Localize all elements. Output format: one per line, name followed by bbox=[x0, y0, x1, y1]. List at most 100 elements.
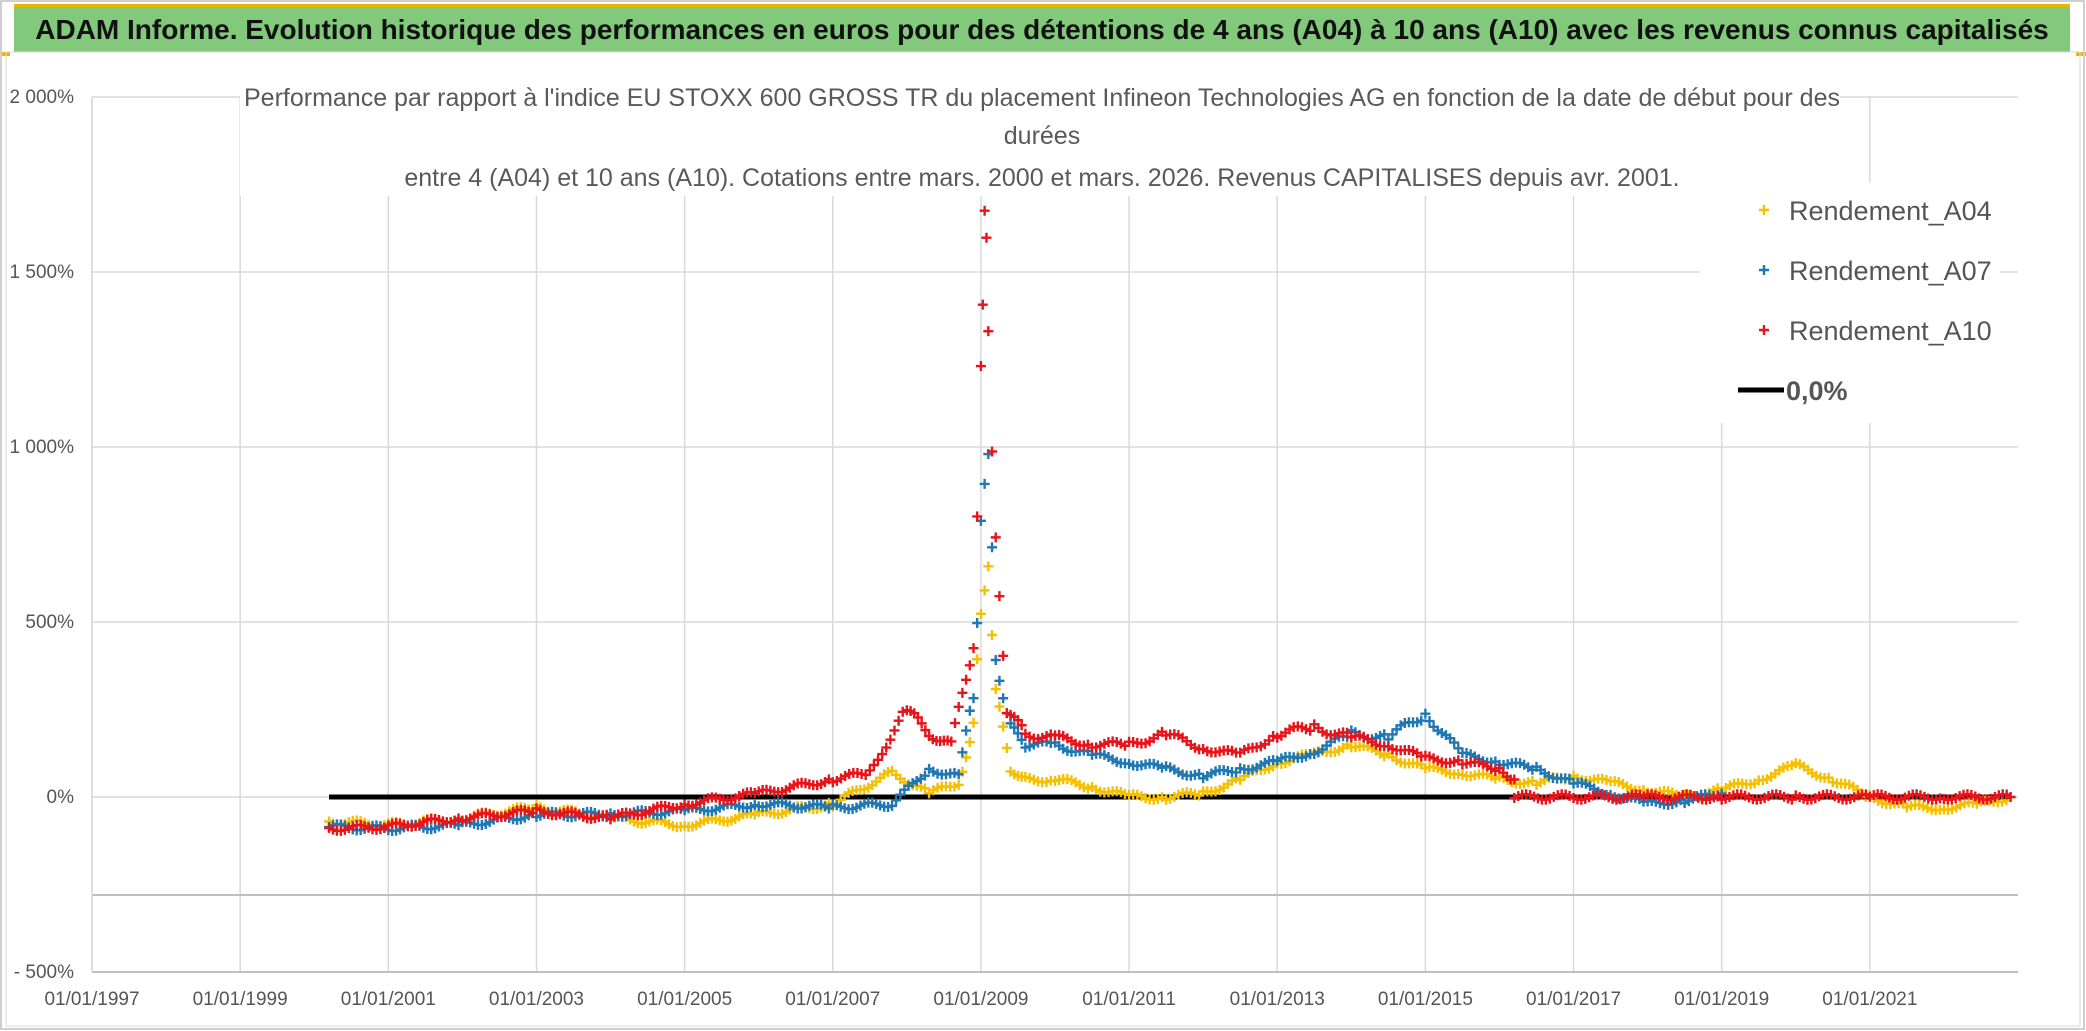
data-point bbox=[949, 718, 960, 729]
y-tick-label: - 500% bbox=[14, 962, 74, 983]
data-point bbox=[968, 643, 979, 654]
data-point bbox=[961, 725, 972, 736]
data-point bbox=[975, 361, 986, 372]
legend-background bbox=[1700, 183, 2000, 423]
data-point bbox=[998, 721, 1009, 732]
chart-title-line: durées bbox=[1004, 122, 1080, 150]
data-point bbox=[1001, 742, 1012, 753]
data-point bbox=[1009, 722, 1020, 733]
data-point bbox=[889, 725, 900, 736]
data-point bbox=[881, 742, 892, 753]
legend-marker bbox=[1759, 265, 1769, 275]
data-point bbox=[868, 760, 879, 771]
data-point bbox=[1449, 737, 1460, 748]
data-point bbox=[990, 532, 1001, 543]
data-point bbox=[990, 684, 1001, 695]
legend-label: 0,0% bbox=[1786, 376, 1848, 406]
data-point bbox=[961, 752, 972, 763]
data-point bbox=[1012, 715, 1023, 726]
x-tick-label: 01/01/2001 bbox=[341, 989, 436, 1010]
x-tick-label: 01/01/2011 bbox=[1082, 989, 1176, 1010]
data-point bbox=[979, 585, 990, 596]
x-tick-label: 01/01/2007 bbox=[785, 989, 880, 1010]
series-rendement-a10 bbox=[1509, 789, 2016, 805]
banner: ADAM Informe. Evolution historique des p… bbox=[14, 4, 2070, 52]
data-point bbox=[1016, 734, 1027, 745]
data-point bbox=[987, 542, 998, 553]
data-point bbox=[983, 561, 994, 572]
x-tick-label: 01/01/2017 bbox=[1526, 989, 1621, 1010]
data-point bbox=[964, 705, 975, 716]
x-tick-label: 01/01/1999 bbox=[193, 989, 288, 1010]
data-point bbox=[972, 511, 983, 522]
title-background bbox=[240, 72, 1840, 196]
data-point bbox=[990, 655, 1001, 666]
data-point bbox=[953, 701, 964, 712]
data-point bbox=[864, 765, 875, 776]
data-point bbox=[885, 734, 896, 745]
series-rendement-a04 bbox=[324, 561, 2016, 833]
x-tick-label: 01/01/1997 bbox=[44, 989, 139, 1010]
data-point bbox=[1305, 725, 1316, 736]
data-point bbox=[987, 446, 998, 457]
x-tick-label: 01/01/2009 bbox=[933, 989, 1028, 1010]
data-point bbox=[972, 618, 983, 629]
corner-accent-right bbox=[2076, 52, 2086, 56]
data-point bbox=[972, 654, 983, 665]
data-point bbox=[891, 795, 902, 806]
data-point bbox=[1016, 720, 1027, 731]
plot-frame bbox=[5, 51, 2081, 1027]
y-tick-label: 0% bbox=[47, 787, 75, 808]
data-point bbox=[957, 687, 968, 698]
data-point bbox=[964, 737, 975, 748]
data-point bbox=[968, 693, 979, 704]
x-tick-label: 01/01/2015 bbox=[1378, 989, 1473, 1010]
legend-label: Rendement_A04 bbox=[1789, 196, 1992, 226]
data-point bbox=[994, 675, 1005, 686]
y-tick-label: 1 000% bbox=[10, 437, 75, 458]
chart-title-line: entre 4 (A04) et 10 ans (A10). Cotations… bbox=[404, 164, 1679, 192]
data-point bbox=[998, 650, 1009, 661]
data-point bbox=[1424, 716, 1435, 727]
data-point bbox=[887, 800, 898, 811]
data-point bbox=[957, 747, 968, 758]
y-tick-label: 500% bbox=[25, 612, 74, 633]
data-point bbox=[998, 693, 1009, 704]
chart-title-group: Performance par rapport à l'indice EU ST… bbox=[240, 72, 1840, 196]
data-point bbox=[981, 232, 992, 243]
legend: Rendement_A04 Rendement_A07 Rendement_A10 0… bbox=[1700, 183, 2000, 423]
y-tick-label: 2 000% bbox=[10, 87, 75, 108]
data-point bbox=[1509, 774, 1520, 785]
data-point bbox=[964, 660, 975, 671]
data-point bbox=[979, 205, 990, 216]
data-point bbox=[979, 478, 990, 489]
data-point bbox=[994, 591, 1005, 602]
x-tick-label: 01/01/2005 bbox=[637, 989, 732, 1010]
data-point bbox=[916, 718, 927, 729]
x-tick-label: 01/01/2003 bbox=[489, 989, 584, 1010]
data-point bbox=[877, 749, 888, 760]
corner-accent-left bbox=[0, 52, 10, 56]
data-point bbox=[920, 725, 931, 736]
data-point bbox=[968, 717, 979, 728]
x-tick-label: 01/01/2021 bbox=[1822, 989, 1917, 1010]
data-point bbox=[987, 629, 998, 640]
y-axis: - 500% 0% 500% 1 000% 1 500% 2 000% bbox=[10, 87, 75, 983]
data-point bbox=[919, 770, 930, 781]
legend-marker bbox=[1759, 205, 1769, 215]
chart-title-line: Performance par rapport à l'indice EU ST… bbox=[244, 84, 1840, 112]
series-rendement-a10 bbox=[324, 205, 1520, 836]
banner-title: ADAM Informe. Evolution historique des p… bbox=[35, 14, 2049, 45]
data-point bbox=[953, 779, 964, 790]
y-tick-label: 1 500% bbox=[10, 262, 75, 283]
x-axis: 01/01/1997 01/01/1999 01/01/2001 01/01/2003… bbox=[44, 989, 1917, 1010]
data-point bbox=[953, 769, 964, 780]
data-point bbox=[994, 701, 1005, 712]
legend-marker bbox=[1759, 325, 1769, 335]
series-group bbox=[324, 205, 2016, 836]
data-point bbox=[893, 715, 904, 726]
data-point bbox=[1420, 708, 1431, 719]
